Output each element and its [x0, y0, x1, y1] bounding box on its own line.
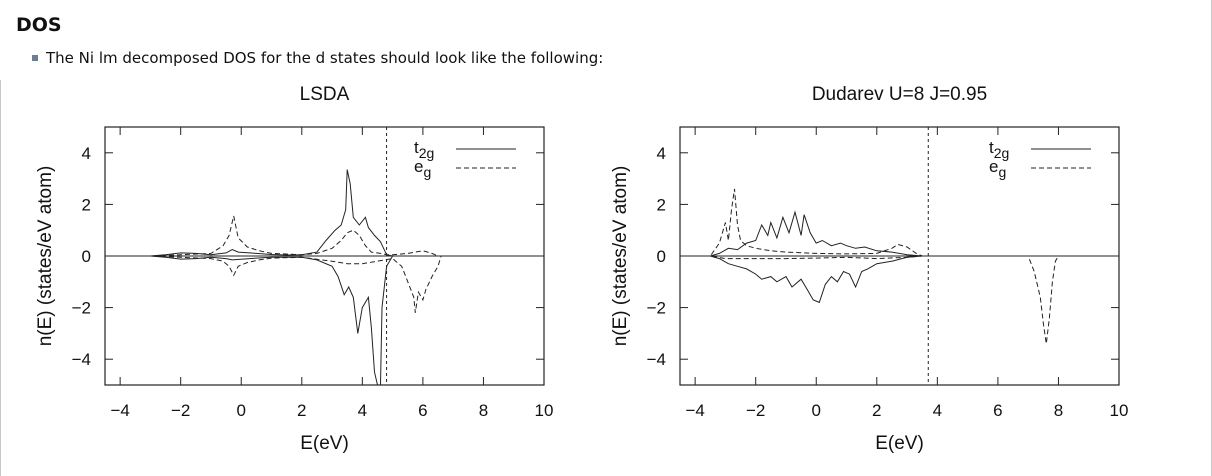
series-line-eg [105, 215, 439, 257]
x-tick-label: −4 [110, 401, 129, 420]
x-tick-label: 6 [418, 401, 427, 420]
y-axis-label: n(E) (states/eV atom) [610, 166, 631, 347]
series-line-t2g-minority [680, 255, 1119, 304]
x-tick-label: 4 [933, 401, 942, 420]
description-text: The Ni lm decomposed DOS for the d state… [46, 49, 604, 67]
x-tick-label: 2 [872, 401, 881, 420]
x-tick-label: 6 [993, 401, 1002, 420]
y-tick-label: −2 [72, 299, 91, 318]
y-tick-label: 4 [82, 144, 91, 163]
x-tick-label: 0 [812, 401, 821, 420]
y-tick-label: −4 [647, 350, 666, 369]
series-line-t2g [105, 169, 544, 257]
lsda-dos-chart: LSDA −4 −2 0 2 4 6 8 10 −4 −2 0 2 4 E(eV) n(E) (states/… [35, 84, 554, 454]
x-axis-label: E(eV) [300, 433, 349, 454]
page-heading: DOS [16, 14, 62, 36]
series-line-eg-minority [680, 255, 1119, 344]
y-tick-label: −2 [647, 299, 666, 318]
dudarev-dos-chart: Dudarev U=8 J=0.95 −4 −2 0 2 4 6 8 10 −4 −2 0 2 4 E(eV… [610, 84, 1129, 454]
legend-label: eg [989, 157, 1006, 180]
x-tick-label: −4 [685, 401, 704, 420]
x-tick-label: 10 [1110, 401, 1129, 420]
x-tick-label: −2 [171, 401, 190, 420]
y-tick-label: 2 [657, 195, 666, 214]
y-tick-label: −4 [72, 350, 91, 369]
legend-label: t2g [414, 138, 434, 161]
x-tick-label: 10 [535, 401, 554, 420]
chart-title: LSDA [300, 84, 350, 105]
x-tick-label: 4 [358, 401, 367, 420]
frame-left-border [0, 80, 1, 476]
series-line-t2g [680, 210, 1119, 257]
series-line-eg-minority [105, 255, 442, 313]
x-tick-label: 8 [479, 401, 488, 420]
y-tick-label: 4 [657, 144, 666, 163]
y-tick-label: 0 [657, 247, 666, 266]
legend-label: eg [414, 157, 431, 180]
chart-title: Dudarev U=8 J=0.95 [812, 84, 987, 105]
y-axis-label: n(E) (states/eV atom) [35, 166, 56, 347]
series-line-t2g-minority [105, 255, 544, 385]
x-tick-label: 8 [1054, 401, 1063, 420]
x-tick-label: −2 [746, 401, 765, 420]
y-tick-label: 2 [82, 195, 91, 214]
y-tick-label: 0 [82, 247, 91, 266]
legend-label: t2g [989, 138, 1009, 161]
x-tick-label: 0 [237, 401, 246, 420]
bullet-icon [32, 55, 38, 61]
description-row: The Ni lm decomposed DOS for the d state… [32, 49, 603, 67]
series-line-eg [680, 188, 1119, 257]
x-axis-label: E(eV) [875, 433, 924, 454]
x-tick-label: 2 [297, 401, 306, 420]
